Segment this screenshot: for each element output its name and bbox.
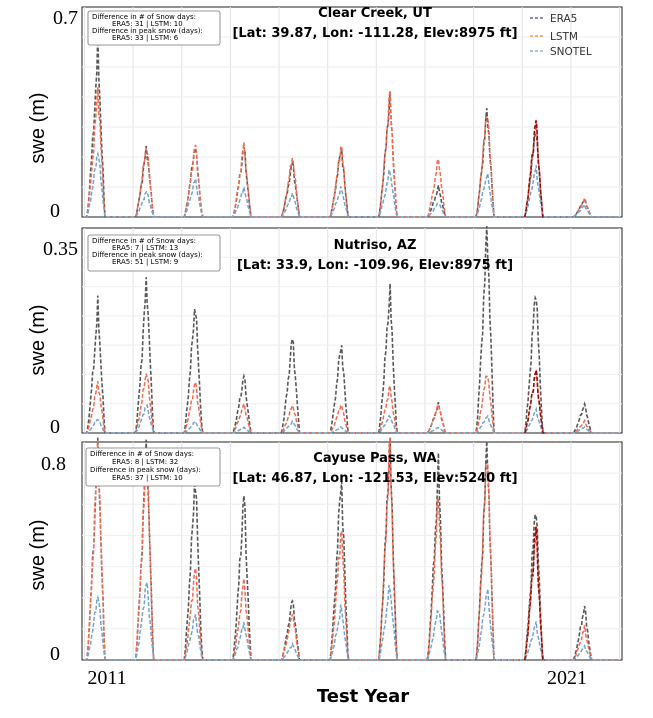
- panel-2-subtitle: [Lat: 33.9, Lon: -109.96, Elev:8975 ft]: [237, 258, 513, 273]
- panel-1-annotation-box: Difference in # of Snow days: ERA5: 31 |…: [87, 10, 221, 46]
- panel-3-annotation-frame: [85, 447, 221, 487]
- panel-2-note-line-1: Difference in # of Snow days:: [92, 237, 196, 245]
- panel-1-ylabel: swe (m): [27, 92, 49, 163]
- panel-1-annotation-frame: [87, 10, 221, 46]
- panel-1-note-line-1: Difference in # of Snow days:: [92, 13, 196, 21]
- series-line-test-season: [523, 369, 546, 434]
- panel-3-note-line-1: Difference in # of Snow days:: [90, 450, 194, 458]
- panel-2-grid: [82, 228, 622, 433]
- panel-clear-creek: 0.7 0 swe (m) Clear Creek, UT [Lat: 39.8…: [27, 6, 623, 222]
- series-line-era5: [84, 403, 619, 434]
- legend-label-era5: ERA5: [550, 13, 577, 25]
- panel-2-note-line-4: ERA5: 51 | LSTM: 9: [112, 258, 178, 266]
- panel-2-note-line-3: Difference in peak snow (days):: [92, 251, 203, 259]
- legend-label-snotel: SNOTEL: [550, 46, 592, 58]
- panel-2-note-line-2: ERA5: 7 | LSTM: 13: [112, 244, 178, 252]
- panel-1-note-line-2: ERA5: 31 | LSTM: 10: [112, 20, 183, 28]
- panel-2-ylabel: swe (m): [27, 304, 49, 375]
- series-line-lstm: [84, 437, 619, 661]
- panel-2-title: Nutriso, AZ: [334, 238, 417, 253]
- panel-1-note-line-3: Difference in peak snow (days):: [92, 27, 203, 35]
- series-line-era5: [84, 150, 619, 218]
- panel-3-ylabel: swe (m): [27, 519, 49, 590]
- legend-label-lstm: LSTM: [550, 31, 578, 43]
- panel-1-note-line-4: ERA5: 33 | LSTM: 6: [112, 34, 179, 42]
- panel-2-annotation-box: Difference in # of Snow days: ERA5: 7 | …: [87, 234, 221, 272]
- panel-3-ytick-zero: 0: [50, 643, 60, 665]
- panel-1-series: [84, 34, 619, 218]
- panel-2-annotation-frame: [87, 234, 221, 272]
- panel-cayuse-pass: 0.8 0 swe (m) Cayuse Pass, WA [Lat: 46.8…: [27, 437, 623, 665]
- panel-3-subtitle: [Lat: 46.87, Lon: -121.53, Elev:5240 ft]: [232, 471, 517, 486]
- series-line-test-season: [523, 120, 546, 218]
- panel-2-ytick-zero: 0: [50, 416, 60, 438]
- panel-2-ytick-max: 0.35: [43, 238, 78, 260]
- panel-3-annotation-box: Difference in # of Snow days: ERA5: 8 | …: [85, 447, 221, 487]
- panel-1-ytick-max: 0.7: [53, 7, 78, 29]
- panel-3-note-line-4: ERA5: 37 | LSTM: 10: [112, 474, 183, 482]
- panel-1-ytick-zero: 0: [50, 200, 60, 222]
- panel-3-series: [84, 437, 619, 661]
- panel-1-title: Clear Creek, UT: [318, 6, 432, 21]
- panel-3-note-line-3: Difference in peak snow (days):: [90, 466, 201, 474]
- panel-2-series: [84, 226, 619, 434]
- panel-3-note-line-2: ERA5: 8 | LSTM: 32: [112, 458, 178, 466]
- panel-3-ytick-max: 0.8: [41, 453, 66, 475]
- series-line-test-season: [523, 526, 546, 661]
- panel-3-title: Cayuse Pass, WA: [313, 451, 436, 466]
- xtick-2011: 2011: [87, 667, 126, 689]
- panel-1-subtitle: [Lat: 39.87, Lon: -111.28, Elev:8975 ft]: [232, 26, 517, 41]
- xtick-2021: 2021: [547, 667, 587, 689]
- legend: ERA5 LSTM SNOTEL: [530, 13, 592, 58]
- x-axis-title: Test Year: [317, 686, 409, 707]
- panel-nutriso: 0.35 0 swe (m) Nutriso, AZ [Lat: 33.9, L…: [27, 226, 623, 438]
- series-line-era5: [84, 579, 619, 661]
